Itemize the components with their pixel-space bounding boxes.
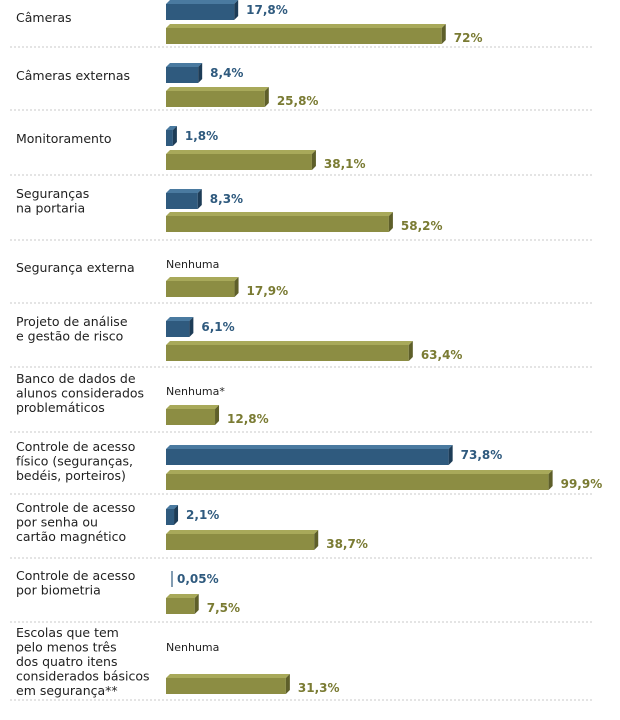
no-value-label: Nenhuma (166, 641, 219, 654)
category-label: Câmeras (16, 10, 72, 25)
bar-olive (166, 594, 199, 614)
bar-olive (166, 470, 553, 490)
value-label-blue: 1,8% (185, 129, 218, 143)
category-label: Seguranças na portaria (16, 186, 89, 216)
value-label-blue: 6,1% (201, 320, 234, 334)
bar-olive (166, 674, 290, 694)
bar-blue (166, 0, 239, 20)
category-label: Controle de acesso por biometria (16, 568, 135, 598)
bar-olive (166, 405, 220, 425)
value-label-olive: 25,8% (277, 94, 319, 108)
category-label: Controle de acesso por senha ou cartão mag… (16, 500, 135, 544)
bar-blue (166, 445, 453, 465)
value-label-olive: 58,2% (401, 219, 443, 233)
value-label-blue: 8,3% (210, 192, 243, 206)
bar-blue (166, 317, 194, 337)
bar-blue (166, 505, 179, 525)
bar-olive (166, 212, 393, 232)
value-label-olive: 12,8% (227, 412, 269, 426)
bar-olive (166, 530, 319, 550)
bar-olive (166, 277, 239, 297)
category-label: Projeto de análise e gestão de risco (16, 314, 128, 344)
bar-olive (166, 150, 316, 170)
value-label-blue: 8,4% (210, 66, 243, 80)
bar-blue (166, 63, 203, 83)
value-label-blue: 2,1% (186, 508, 219, 522)
bar-blue (166, 126, 177, 146)
bar-blue (166, 189, 202, 209)
value-label-olive: 31,3% (298, 681, 340, 695)
no-value-label: Nenhuma* (166, 385, 225, 398)
value-label-olive: 38,7% (326, 537, 368, 551)
bar-olive (166, 87, 269, 107)
no-value-label: Nenhuma (166, 258, 219, 271)
value-label-blue: 73,8% (461, 448, 503, 462)
value-label-olive: 72% (454, 31, 483, 45)
bar-olive (166, 341, 413, 361)
category-label: Controle de acesso físico (seguranças, bed… (16, 439, 135, 483)
category-label: Banco de dados de alunos considerados prob… (16, 371, 144, 415)
value-label-olive: 38,1% (324, 157, 366, 171)
category-label: Escolas que tem pelo menos três dos quatro… (16, 625, 150, 698)
category-label: Segurança externa (16, 260, 135, 275)
value-label-olive: 7,5% (207, 601, 240, 615)
value-label-blue: 0,05% (177, 572, 219, 586)
value-label-olive: 63,4% (421, 348, 463, 362)
bar-olive (166, 24, 446, 44)
value-label-olive: 17,9% (247, 284, 289, 298)
value-label-olive: 99,9% (561, 477, 603, 491)
category-label: Monitoramento (16, 131, 112, 146)
value-label-blue: 17,8% (246, 3, 288, 17)
category-label: Câmeras externas (16, 68, 130, 83)
